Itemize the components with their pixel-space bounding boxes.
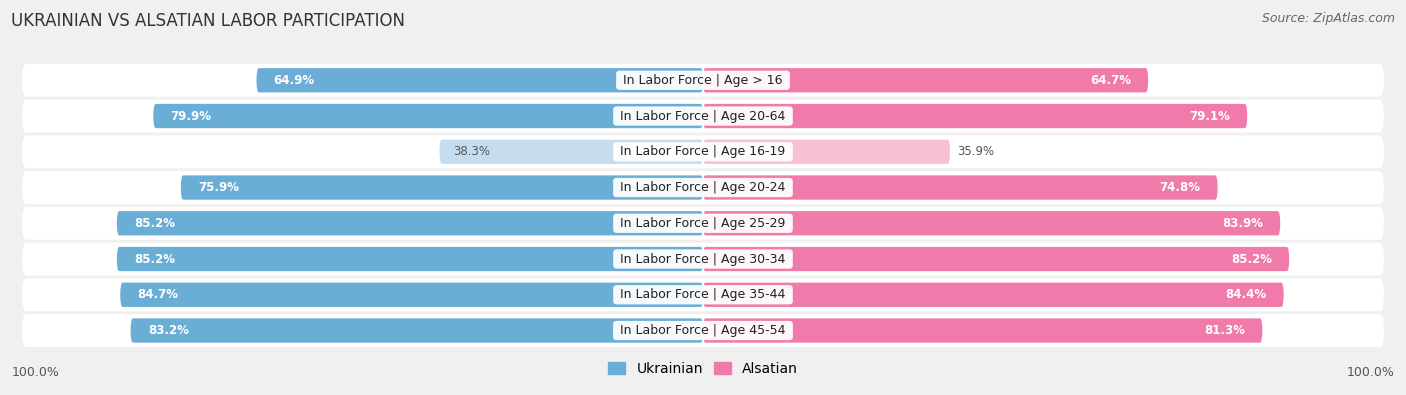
Text: 100.0%: 100.0% [1347,366,1395,379]
Text: UKRAINIAN VS ALSATIAN LABOR PARTICIPATION: UKRAINIAN VS ALSATIAN LABOR PARTICIPATIO… [11,12,405,30]
Legend: Ukrainian, Alsatian: Ukrainian, Alsatian [605,358,801,380]
Text: 85.2%: 85.2% [134,217,174,230]
Text: 64.7%: 64.7% [1090,74,1130,87]
FancyBboxPatch shape [22,278,1384,311]
FancyBboxPatch shape [22,314,1384,347]
FancyBboxPatch shape [703,139,950,164]
FancyBboxPatch shape [117,247,703,271]
FancyBboxPatch shape [703,175,1218,200]
Text: In Labor Force | Age 25-29: In Labor Force | Age 25-29 [616,217,790,230]
Text: 74.8%: 74.8% [1160,181,1201,194]
Text: Source: ZipAtlas.com: Source: ZipAtlas.com [1261,12,1395,25]
Text: 83.9%: 83.9% [1222,217,1263,230]
FancyBboxPatch shape [131,318,703,343]
Text: 79.1%: 79.1% [1189,109,1230,122]
FancyBboxPatch shape [703,104,1247,128]
Text: In Labor Force | Age 20-24: In Labor Force | Age 20-24 [616,181,790,194]
FancyBboxPatch shape [22,135,1384,168]
Text: 85.2%: 85.2% [1232,252,1272,265]
Text: 83.2%: 83.2% [148,324,188,337]
FancyBboxPatch shape [22,243,1384,275]
Text: 35.9%: 35.9% [957,145,994,158]
Text: 84.7%: 84.7% [138,288,179,301]
FancyBboxPatch shape [256,68,703,92]
Text: In Labor Force | Age 20-64: In Labor Force | Age 20-64 [616,109,790,122]
FancyBboxPatch shape [22,207,1384,240]
Text: In Labor Force | Age > 16: In Labor Force | Age > 16 [619,74,787,87]
FancyBboxPatch shape [703,318,1263,343]
Text: 81.3%: 81.3% [1205,324,1246,337]
FancyBboxPatch shape [703,282,1284,307]
Text: In Labor Force | Age 35-44: In Labor Force | Age 35-44 [616,288,790,301]
FancyBboxPatch shape [22,171,1384,204]
FancyBboxPatch shape [22,64,1384,97]
Text: 75.9%: 75.9% [198,181,239,194]
FancyBboxPatch shape [121,282,703,307]
FancyBboxPatch shape [703,247,1289,271]
FancyBboxPatch shape [703,68,1149,92]
FancyBboxPatch shape [703,211,1281,235]
Text: 84.4%: 84.4% [1226,288,1267,301]
Text: 79.9%: 79.9% [170,109,211,122]
Text: 38.3%: 38.3% [453,145,491,158]
FancyBboxPatch shape [181,175,703,200]
Text: In Labor Force | Age 16-19: In Labor Force | Age 16-19 [616,145,790,158]
Text: 100.0%: 100.0% [11,366,59,379]
Text: In Labor Force | Age 45-54: In Labor Force | Age 45-54 [616,324,790,337]
FancyBboxPatch shape [22,100,1384,132]
Text: 64.9%: 64.9% [274,74,315,87]
FancyBboxPatch shape [117,211,703,235]
FancyBboxPatch shape [153,104,703,128]
FancyBboxPatch shape [440,139,703,164]
Text: In Labor Force | Age 30-34: In Labor Force | Age 30-34 [616,252,790,265]
Text: 85.2%: 85.2% [134,252,174,265]
